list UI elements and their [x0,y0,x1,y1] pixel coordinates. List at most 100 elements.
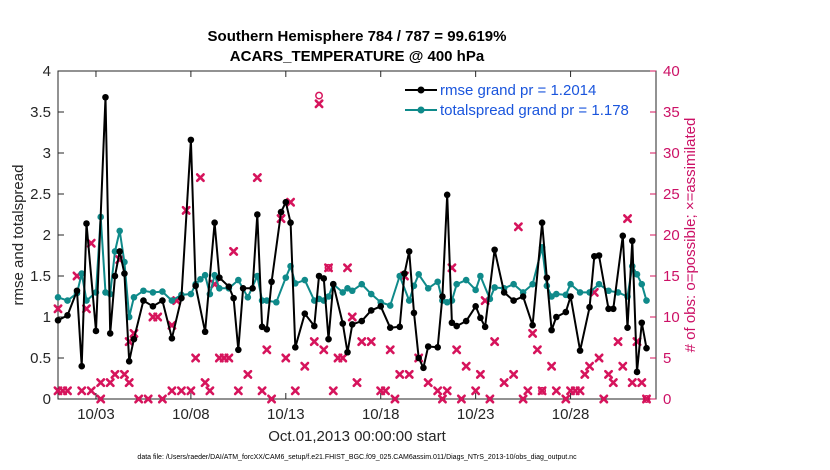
y-axis-right-ticks: 0 5 10 15 20 25 30 35 40 [650,63,680,408]
obs-x-stroke [528,328,538,338]
rmse-point [92,327,100,335]
obs-assimilated-point [257,386,267,396]
y-tick-label: 0 [43,391,51,408]
obs-assimilated-point [485,394,495,404]
rmse-point [130,335,138,343]
rmse-point [140,297,147,304]
obs-assimilated-point [309,337,319,347]
rmse-point [481,323,489,331]
obs-x-stroke [513,222,523,232]
obs-x-stroke [395,369,405,379]
totalspread-point [325,293,332,300]
legend-rmse-label: rmse grand pr = 1.2014 [440,82,596,99]
obs-x-stroke [390,394,400,404]
totalspread-point [453,280,460,288]
rmse-point [125,357,133,365]
y-tick-label: 0.5 [30,350,51,367]
obs-x-stroke [124,378,134,388]
obs-x-stroke [338,353,348,363]
obs-possible-point [324,263,333,272]
obs-x-stroke [599,394,609,404]
obs-x-stroke [404,369,414,379]
obs-x-stroke [456,394,466,404]
obs-assimilated-point [252,173,262,183]
obs-assimilated-point [243,369,253,379]
totalspread-point [282,274,290,281]
rmse-point [149,303,157,310]
obs-x-stroke [532,345,542,355]
totalspread-point [54,294,62,301]
y-tick-label: 2.5 [30,186,51,203]
y-right-tick-label: 0 [663,391,671,408]
rmse-point [439,293,446,300]
rmse-point [348,321,356,328]
rmse-point [538,219,546,226]
x-tick-label: 10/08 [172,406,210,423]
obs-x-stroke [343,263,353,273]
y-tick-label: 1.5 [30,268,51,285]
obs-assimilated-point [352,378,362,388]
obs-assimilated-point [437,394,447,404]
obs-assimilated-point [338,353,348,363]
obs-x-stroke [589,287,599,297]
rmse-point [562,308,570,316]
obs-assimilated-point [580,369,590,379]
obs-assimilated-point [509,369,519,379]
obs-assimilated-point [262,345,272,355]
rmse-point [187,136,195,144]
obs-x-stroke [452,345,462,355]
obs-assimilated-point [233,386,243,396]
y-axis-label: rmse and totalspread [10,165,27,306]
obs-x-stroke [224,353,234,363]
rmse-point [225,283,233,290]
totalspread-point [477,272,484,280]
rmse-point [500,289,508,296]
rmse-point [339,320,347,327]
rmse-point [268,278,275,286]
obs-x-stroke [475,369,485,379]
totalspread-point [130,294,138,301]
obs-x-stroke [157,394,167,404]
rmse-point [282,198,290,206]
rmse-series [54,93,650,376]
rmse-point [472,303,479,310]
obs-assimilated-point [53,304,63,314]
obs-x-stroke [551,386,561,396]
obs-assimilated-point [119,369,129,379]
obs-x-stroke [229,246,239,256]
obs-assimilated-point [627,378,637,388]
obs-assimilated-point [452,345,462,355]
rmse-point [239,285,247,292]
x-tick-label: 10/28 [552,406,590,423]
obs-x-stroke [96,378,106,388]
y-tick-label: 3 [43,145,51,162]
rmse-point [292,344,299,351]
obs-x-stroke [62,386,72,396]
obs-assimilated-point [461,361,471,371]
obs-assimilated-point [347,312,357,322]
rmse-point [230,294,237,302]
obs-assimilated-point [404,369,414,379]
obs-assimilated-point [575,386,585,396]
rmse-point [358,317,366,325]
x-tick-label: 10/18 [362,406,400,423]
rmse-point [638,319,646,327]
rmse-point [553,313,560,321]
obs-assimilated-point [124,378,134,388]
obs-x-stroke [604,369,614,379]
rmse-point [211,219,218,226]
obs-assimilated-point [623,214,633,224]
totalspread-point [595,280,603,288]
obs-assimilated-point [96,378,106,388]
totalspread-point [424,285,432,292]
y-tick-label: 2 [43,227,51,244]
obs-assimilated-point [267,394,277,404]
y-tick-label: 4 [43,63,51,80]
obs-x-stroke [580,369,590,379]
legend-spread-label: totalspread grand pr = 1.178 [440,102,629,119]
rmse-point [235,346,242,354]
obs-assimilated-point [110,369,120,379]
rmse-point [287,219,294,226]
totalspread-point [168,297,176,304]
rmse-point [405,248,413,255]
